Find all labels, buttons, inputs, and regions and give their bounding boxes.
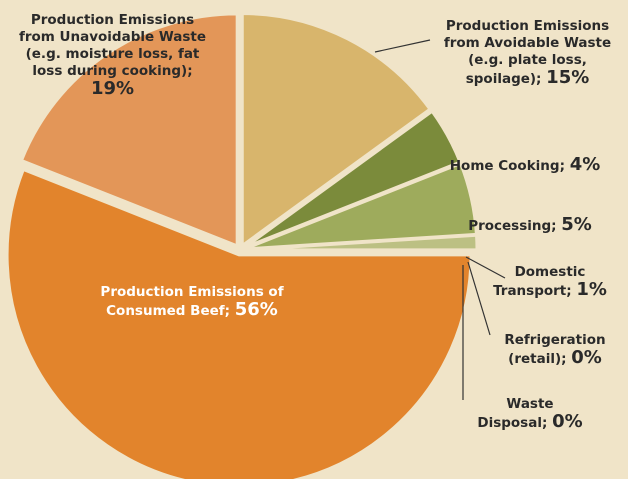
slice-label: Home Cooking; 4% [425, 156, 625, 175]
slice-label: Production Emissions of Consumed Beef; 5… [82, 284, 302, 320]
leader-lines [374, 39, 506, 400]
pie-slice [240, 12, 433, 249]
pie-slice [19, 12, 239, 249]
pie-slice [243, 109, 463, 249]
slice-value: 1% [576, 279, 607, 300]
slice-name: Waste Disposal; [477, 396, 554, 431]
slice-value: 56% [234, 299, 278, 320]
slice-name: Domestic Transport; [493, 264, 586, 299]
slice-label: Refrigeration (retail); 0% [490, 332, 620, 368]
slice-name: Production Emissions from Avoidable Wast… [443, 18, 612, 87]
slice-label: Domestic Transport; 1% [480, 264, 620, 300]
pie-slice [5, 167, 473, 479]
slice-value: 0% [571, 347, 602, 368]
leader-line [374, 39, 431, 53]
slice-value: 19% [90, 78, 135, 99]
leader-line [465, 256, 506, 279]
slice-value: 15% [546, 67, 590, 88]
slice-name: Production Emissions from Unavoidable Wa… [18, 12, 207, 79]
slice-value: 4% [569, 154, 601, 175]
slice-label: Production Emissions from Unavoidable Wa… [15, 12, 210, 99]
slice-value: 0% [552, 411, 583, 432]
slice-name: Home Cooking; [449, 158, 565, 174]
slice-name: Processing; [468, 218, 557, 234]
slice-label: Production Emissions from Avoidable Wast… [430, 18, 625, 88]
slice-name: Refrigeration (retail); [504, 332, 606, 367]
leader-line [467, 261, 491, 336]
slice-value: 5% [561, 214, 592, 235]
slice-name: Production Emissions of Consumed Beef; [100, 284, 284, 319]
slice-label: Processing; 5% [440, 216, 620, 235]
slice-label: Waste Disposal; 0% [470, 396, 590, 432]
